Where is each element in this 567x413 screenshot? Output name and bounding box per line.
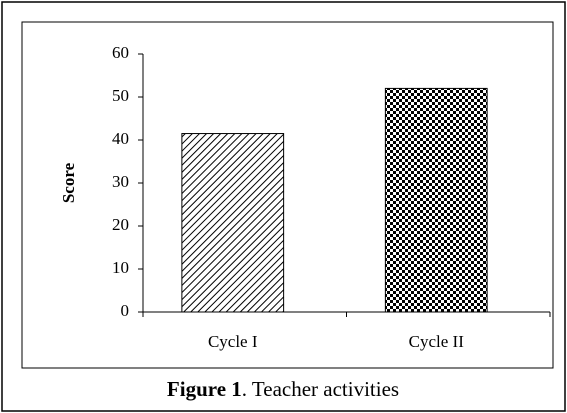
y-tick-label: 50 <box>112 86 129 105</box>
caption-text: . Teacher activities <box>242 377 399 401</box>
y-tick-label: 40 <box>112 129 129 148</box>
chart-border <box>21 21 554 369</box>
y-tick-label: 0 <box>121 301 130 320</box>
y-tick-label: 30 <box>112 172 129 191</box>
y-tick-label: 10 <box>112 258 129 277</box>
caption-label: Figure 1 <box>167 377 242 401</box>
bar <box>384 87 488 313</box>
x-tick-label: Cycle I <box>208 332 258 351</box>
x-tick-label: Cycle II <box>409 332 465 351</box>
y-axis-label: Score <box>59 162 78 203</box>
caption: Figure 1. Teacher activities <box>167 377 399 401</box>
bar <box>181 133 285 313</box>
y-tick-label: 20 <box>112 215 129 234</box>
y-tick-label: 60 <box>112 43 129 62</box>
